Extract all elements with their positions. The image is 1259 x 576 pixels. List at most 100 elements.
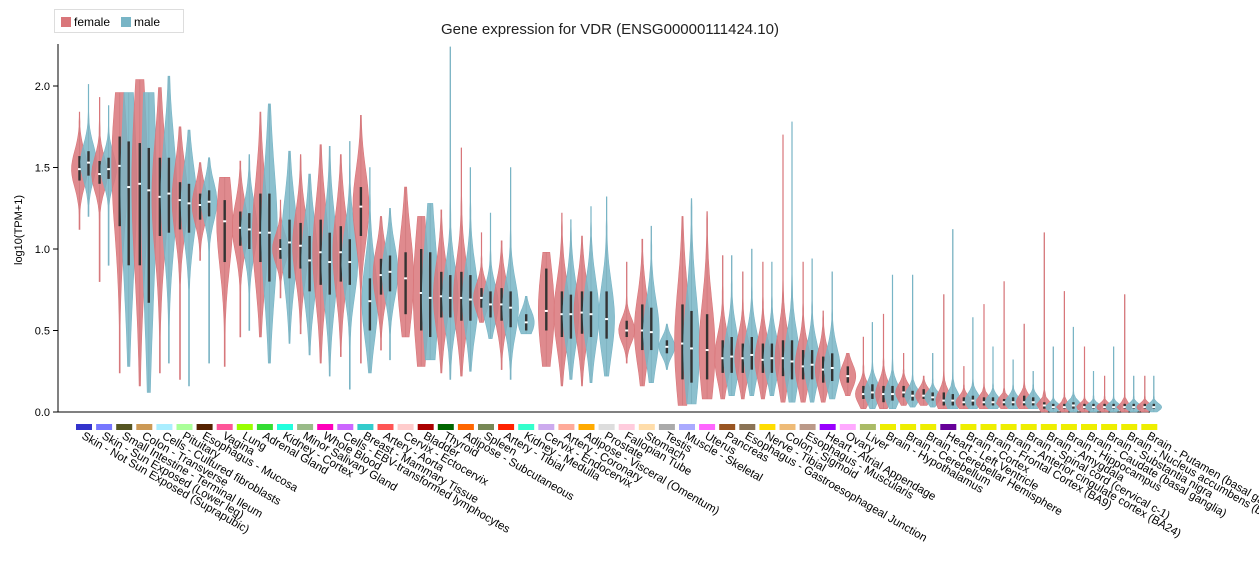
violin-body xyxy=(783,121,801,403)
violin-median xyxy=(127,186,131,189)
violin-median xyxy=(705,349,709,352)
category-color-swatch xyxy=(759,424,776,430)
violin-iqr-box xyxy=(268,193,271,282)
violin-median xyxy=(902,391,906,394)
violin-median xyxy=(991,401,995,404)
violin-median xyxy=(665,345,669,348)
violin-median xyxy=(870,391,874,394)
violin-iqr-box xyxy=(259,193,262,263)
violin-iqr-box xyxy=(127,141,130,266)
violin-male xyxy=(502,167,519,380)
category-color-swatch xyxy=(598,424,615,430)
violin-median xyxy=(649,331,653,334)
legend-item-female[interactable]: female xyxy=(61,15,110,29)
category-color-swatch xyxy=(498,424,515,430)
violin-median xyxy=(882,393,885,396)
category-color-swatch xyxy=(1000,424,1017,430)
violin-body xyxy=(598,196,615,377)
violin-median xyxy=(750,353,754,356)
violin-iqr-box xyxy=(288,219,291,279)
category-color-swatch xyxy=(1121,424,1138,430)
violin-body xyxy=(964,317,982,410)
category-color-swatch xyxy=(1020,424,1037,430)
category-color-swatch xyxy=(618,424,635,430)
violin-body xyxy=(80,84,97,217)
category-color-swatch xyxy=(156,424,173,430)
category-color-swatch xyxy=(960,424,977,430)
violin-median xyxy=(922,394,926,397)
violin-male xyxy=(1004,359,1022,410)
violin-median xyxy=(1002,401,1006,404)
legend-item-male[interactable]: male xyxy=(121,15,160,29)
violin-body xyxy=(91,97,108,282)
violin-iqr-box xyxy=(248,213,251,249)
category-color-swatch xyxy=(277,424,293,430)
violin-median xyxy=(801,365,805,368)
violin-iqr-box xyxy=(721,340,724,373)
violin-median xyxy=(721,357,725,360)
violin-iqr-box xyxy=(388,255,392,292)
violin-female xyxy=(537,252,555,367)
violin-body xyxy=(884,274,901,410)
violin-iqr-box xyxy=(922,389,925,399)
violin-female xyxy=(839,352,857,397)
category-color-swatch xyxy=(96,424,113,430)
category-color-swatch xyxy=(839,424,856,430)
violin-male xyxy=(598,196,615,377)
violin-median xyxy=(1083,406,1086,409)
violin-median xyxy=(379,274,383,277)
violin-iqr-box xyxy=(147,147,150,303)
violin-median xyxy=(1011,401,1015,404)
violin-median xyxy=(178,199,182,202)
category-color-swatch xyxy=(779,424,796,430)
violin-male xyxy=(1125,375,1142,413)
legend-label-female: female xyxy=(74,15,111,29)
violin-male xyxy=(642,225,660,384)
violin-median xyxy=(690,347,693,350)
violin-iqr-box xyxy=(730,337,733,373)
violin-female xyxy=(1015,323,1033,410)
violin-median xyxy=(238,226,242,229)
violin-female xyxy=(397,186,414,338)
category-color-swatch xyxy=(337,424,354,430)
violin-male xyxy=(100,105,117,266)
violin-iqr-box xyxy=(449,275,452,318)
violin-median xyxy=(1022,401,1026,404)
violin-median xyxy=(500,303,504,306)
violin-iqr-box xyxy=(750,337,753,370)
violin-body xyxy=(100,105,117,266)
violin-median xyxy=(781,357,785,360)
violin-female xyxy=(1036,232,1053,413)
legend: female male xyxy=(54,9,184,33)
violin-male xyxy=(1065,326,1082,413)
violin-iqr-box xyxy=(429,252,432,338)
violin-median xyxy=(388,270,392,273)
category-color-swatch xyxy=(297,424,314,430)
violin-median xyxy=(1031,401,1035,404)
violin-iqr-box xyxy=(187,183,191,233)
violin-iqr-box xyxy=(167,157,171,233)
violin-median xyxy=(299,244,303,247)
violin-median xyxy=(770,357,774,360)
violin-male xyxy=(421,203,439,361)
violin-body xyxy=(1116,294,1134,413)
violin-median xyxy=(468,298,472,301)
category-color-swatch xyxy=(136,424,153,430)
violin-median xyxy=(87,161,90,164)
category-color-swatch xyxy=(1040,424,1057,430)
violin-iqr-box xyxy=(207,190,211,217)
violin-body xyxy=(1145,375,1163,413)
violin-body xyxy=(1036,232,1053,413)
violin-median xyxy=(821,368,825,371)
violin-female xyxy=(1136,375,1154,413)
violin-male xyxy=(884,274,901,410)
violin-median xyxy=(982,401,986,404)
violin-iqr-box xyxy=(178,182,182,230)
violin-iqr-box xyxy=(440,271,443,318)
category-color-swatch xyxy=(638,424,655,430)
violin-median xyxy=(359,205,363,208)
violin-female xyxy=(618,261,636,364)
violin-median xyxy=(810,363,814,366)
violin-iqr-box xyxy=(761,343,765,373)
